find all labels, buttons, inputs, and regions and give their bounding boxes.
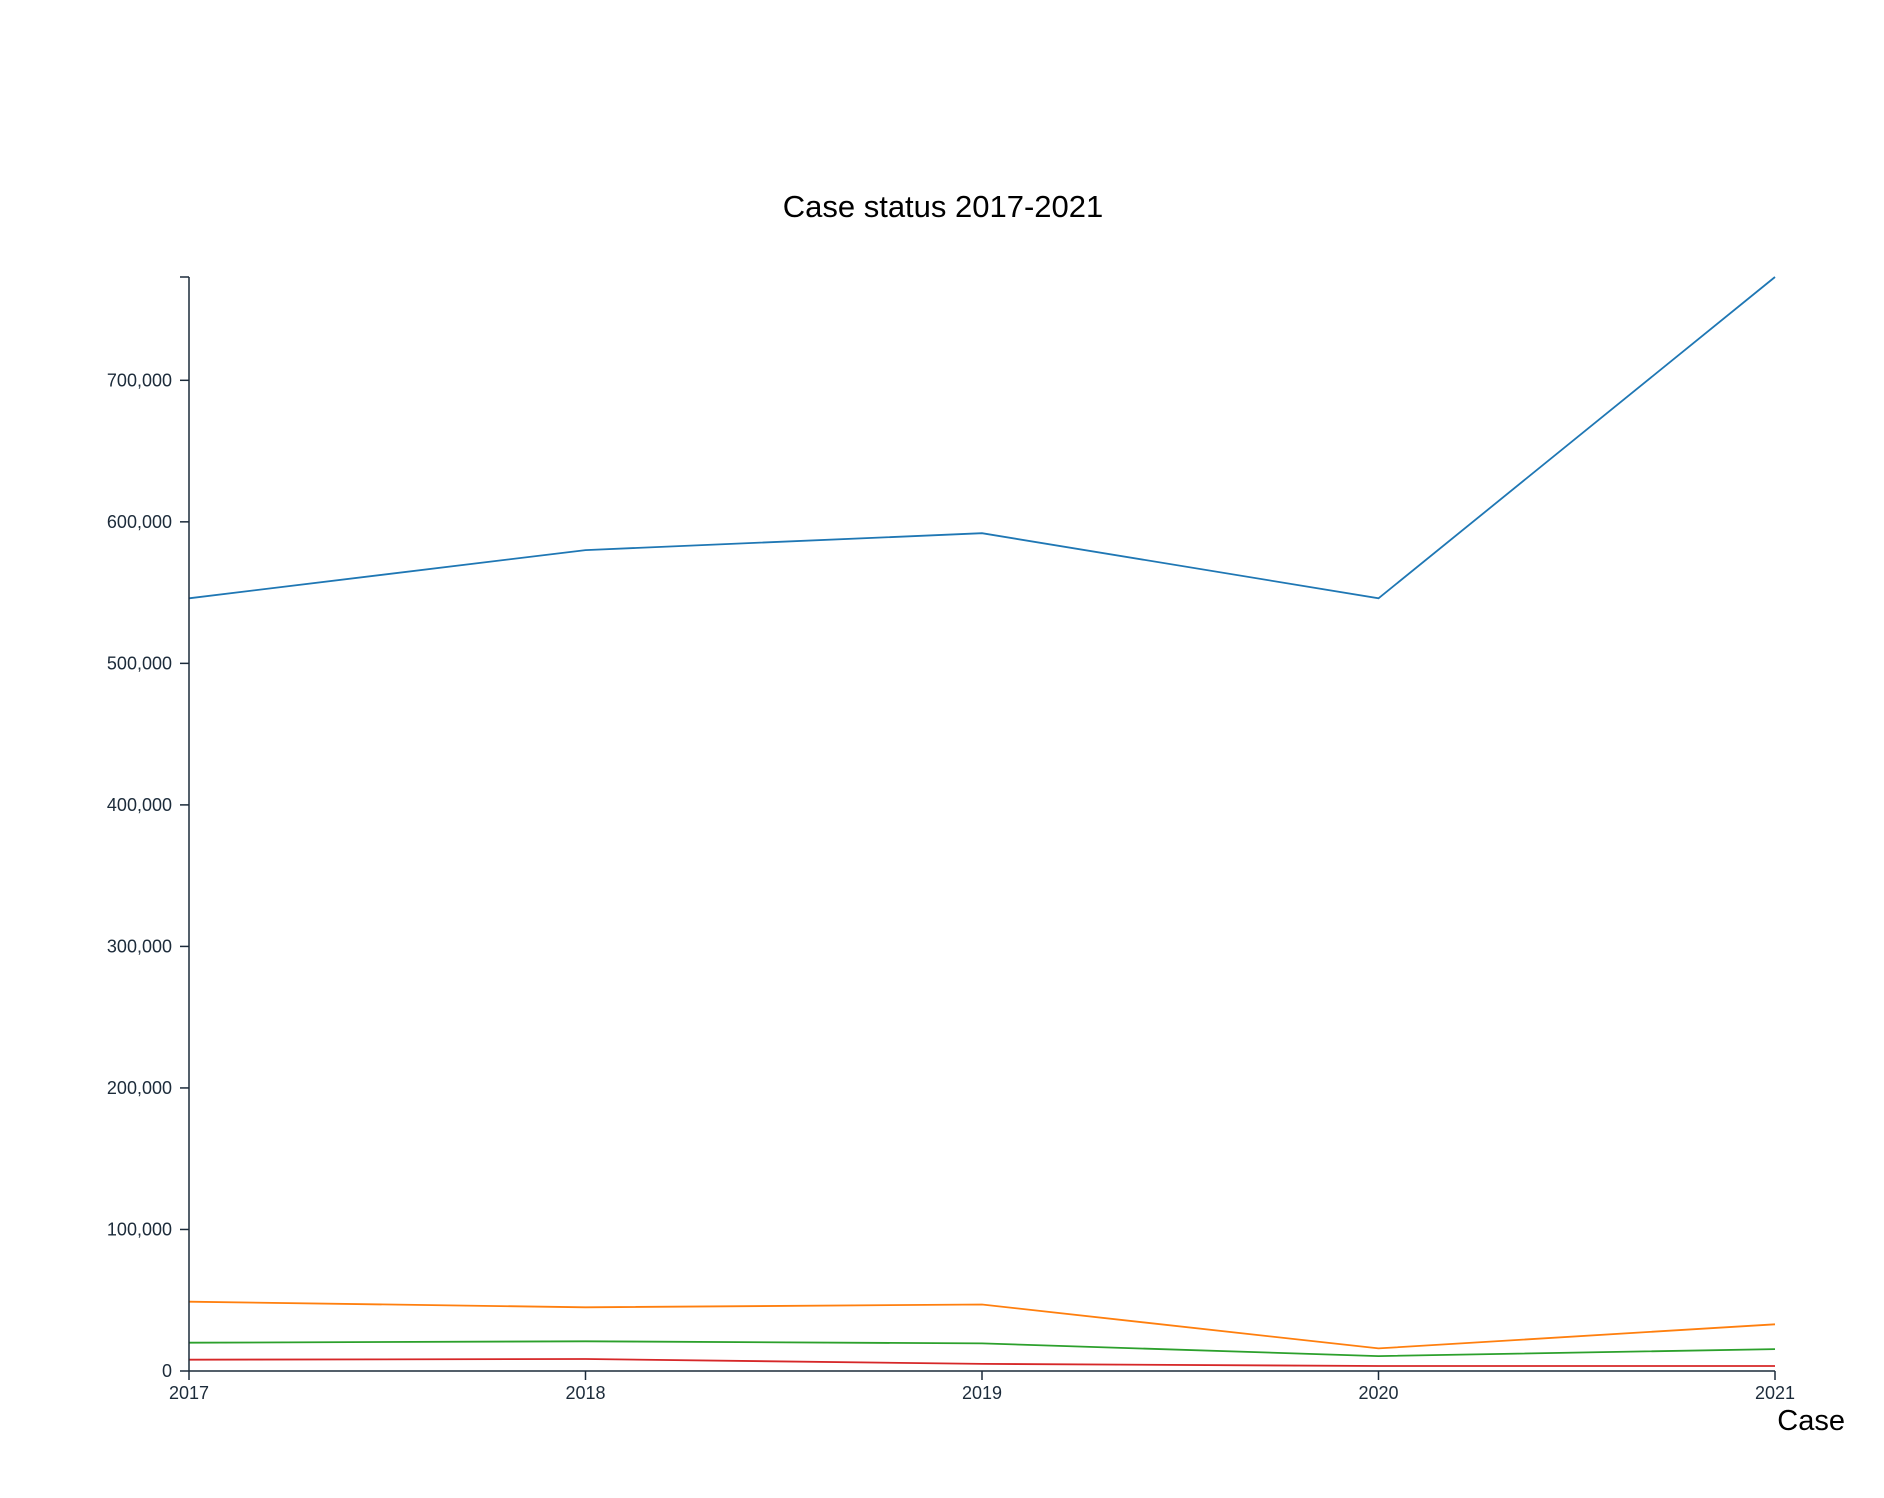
series-line-2 <box>188 1340 1776 1358</box>
y-tick-label: 0 <box>162 1361 172 1381</box>
series-line-0 <box>188 276 1776 600</box>
x-tick-label: 2021 <box>1755 1383 1795 1403</box>
y-axis: 0 100,000 200,000 300,000 400,000 500,000 600,… <box>107 276 190 1381</box>
x-tick-label: 2017 <box>169 1383 209 1403</box>
x-tick-label: 2019 <box>962 1383 1002 1403</box>
series-layer <box>188 276 1776 1367</box>
series-line-1 <box>188 1300 1776 1350</box>
x-tick-label: 2018 <box>565 1383 605 1403</box>
y-tick-label: 400,000 <box>107 795 172 815</box>
y-tick-label: 300,000 <box>107 936 172 956</box>
x-axis: 2017 2018 2019 2020 2021 <box>169 1370 1795 1403</box>
y-tick-label: 600,000 <box>107 512 172 532</box>
y-tick-label: 200,000 <box>107 1078 172 1098</box>
y-tick-label: 500,000 <box>107 653 172 673</box>
y-tick-label: 100,000 <box>107 1219 172 1239</box>
x-axis-label: Case <box>1777 1405 1845 1437</box>
y-tick-label: 700,000 <box>107 370 172 390</box>
x-tick-label: 2020 <box>1358 1383 1398 1403</box>
series-line-3 <box>188 1358 1775 1367</box>
chart-title: Case status 2017-2021 <box>783 189 1104 224</box>
